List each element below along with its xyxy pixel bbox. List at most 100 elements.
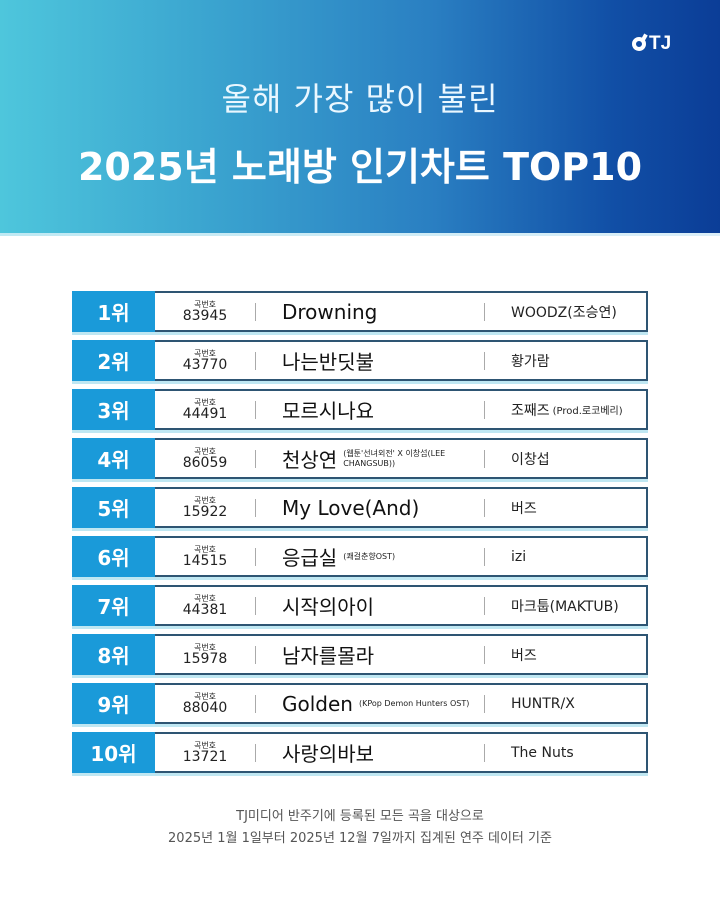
song-code-label: 곡번호 — [193, 446, 217, 456]
header-banner: TJ 올해 가장 많이 불린 2025년 노래방 인기차트 TOP10 — [0, 0, 720, 233]
artist-name: The Nuts — [511, 744, 574, 761]
tj-logo-mark-icon — [632, 37, 646, 51]
artist-cell: 황가람 — [485, 342, 646, 379]
song-note: (웹툰'선녀외전' X 이창섭(LEE CHANGSUB)) — [343, 448, 446, 468]
column-divider — [255, 596, 256, 615]
song-title-cell: 천상연 (웹툰'선녀외전' X 이창섭(LEE CHANGSUB)) — [256, 440, 484, 477]
song-code-number: 15978 — [182, 650, 228, 667]
song-title: 시작의아이 — [282, 595, 374, 619]
song-title-cell: 사랑의바보 — [256, 734, 484, 771]
rank-badge: 10위 — [72, 732, 155, 773]
song-title: 남자를몰라 — [282, 644, 374, 668]
artist-name: 마크툽(MAKTUB) — [511, 598, 619, 615]
song-code-number: 86059 — [182, 454, 228, 471]
song-note: (쾌걸춘향OST) — [343, 551, 396, 561]
song-code-label: 곡번호 — [193, 348, 217, 358]
artist-note: (Prod.로코베리) — [552, 406, 623, 417]
song-note: (KPop Demon Hunters OST) — [358, 698, 470, 708]
tj-logo-text: TJ — [649, 33, 672, 54]
song-code: 곡번호 15978 — [155, 636, 255, 673]
artist-name: 버즈 — [511, 647, 537, 664]
rank-badge: 4위 — [72, 438, 155, 479]
song-title-cell: 남자를몰라 — [256, 636, 484, 673]
song-code-label: 곡번호 — [193, 495, 217, 505]
footer-note: TJ미디어 반주기에 등록된 모든 곡을 대상으로 2025년 1월 1일부터 … — [0, 806, 720, 850]
chart-row: 6위 곡번호 14515 응급실 (쾌걸춘향OST) izi — [72, 536, 648, 577]
column-divider — [484, 449, 485, 468]
column-divider — [255, 694, 256, 713]
rank-badge: 5위 — [72, 487, 155, 528]
song-code-number: 44491 — [182, 405, 228, 422]
song-title: 사랑의바보 — [282, 742, 374, 766]
rank-badge: 8위 — [72, 634, 155, 675]
artist-name: HUNTR/X — [511, 695, 575, 712]
song-code-number: 88040 — [182, 699, 228, 716]
song-code-number: 13721 — [182, 748, 228, 765]
column-divider — [255, 302, 256, 321]
footer-line-2: 2025년 1월 1일부터 2025년 12월 7일까지 집계된 연주 데이터 … — [168, 831, 552, 846]
song-code: 곡번호 83945 — [155, 293, 255, 330]
song-title-cell: 응급실 (쾌걸춘향OST) — [256, 538, 484, 575]
column-divider — [484, 645, 485, 664]
page-subtitle: 올해 가장 많이 불린 — [221, 80, 499, 118]
chart-row: 7위 곡번호 44381 시작의아이 마크툽(MAKTUB) — [72, 585, 648, 626]
song-title: 응급실 — [282, 546, 338, 570]
chart-list: 1위 곡번호 83945 Drowning WOODZ(조승연) 2위 곡번호 43770 나는… — [72, 291, 648, 781]
chart-row: 10위 곡번호 13721 사랑의바보 The Nuts — [72, 732, 648, 773]
rank-badge: 7위 — [72, 585, 155, 626]
song-title: Golden — [282, 691, 353, 716]
song-title: 모르시나요 — [282, 399, 374, 423]
column-divider — [484, 547, 485, 566]
page-title: 2025년 노래방 인기차트 TOP10 — [77, 145, 643, 189]
song-title-cell: Drowning — [256, 293, 484, 330]
song-code: 곡번호 14515 — [155, 538, 255, 575]
chart-row: 4위 곡번호 86059 천상연 (웹툰'선녀외전' X 이창섭(LEE CHANGSU… — [72, 438, 648, 479]
artist-name: 버즈 — [511, 500, 537, 517]
song-code-label: 곡번호 — [193, 642, 217, 652]
chart-row: 3위 곡번호 44491 모르시나요 조째즈 (Prod.로코베리) — [72, 389, 648, 430]
song-title: Drowning — [282, 299, 378, 324]
artist-cell: 조째즈 (Prod.로코베리) — [485, 391, 646, 428]
chart-row: 1위 곡번호 83945 Drowning WOODZ(조승연) — [72, 291, 648, 332]
column-divider — [255, 449, 256, 468]
artist-name: 이창섭 — [511, 451, 550, 468]
column-divider — [484, 743, 485, 762]
artist-cell: WOODZ(조승연) — [485, 293, 646, 330]
song-code: 곡번호 43770 — [155, 342, 255, 379]
chart-row: 8위 곡번호 15978 남자를몰라 버즈 — [72, 634, 648, 675]
artist-name: 황가람 — [511, 353, 550, 370]
rank-badge: 6위 — [72, 536, 155, 577]
column-divider — [484, 694, 485, 713]
rank-badge: 3위 — [72, 389, 155, 430]
artist-cell: The Nuts — [485, 734, 646, 771]
song-title-cell: Golden (KPop Demon Hunters OST) — [256, 685, 484, 722]
song-code: 곡번호 15922 — [155, 489, 255, 526]
song-code-label: 곡번호 — [193, 544, 217, 554]
artist-cell: 마크툽(MAKTUB) — [485, 587, 646, 624]
column-divider — [484, 302, 485, 321]
column-divider — [484, 351, 485, 370]
column-divider — [255, 498, 256, 517]
artist-name: 조째즈 — [511, 402, 550, 419]
footer-line-1: TJ미디어 반주기에 등록된 모든 곡을 대상으로 — [236, 809, 484, 824]
rank-badge: 9위 — [72, 683, 155, 724]
column-divider — [255, 645, 256, 664]
song-code: 곡번호 13721 — [155, 734, 255, 771]
song-title: My Love(And) — [282, 495, 420, 520]
artist-cell: izi — [485, 538, 646, 575]
song-code-number: 43770 — [182, 356, 228, 373]
column-divider — [255, 400, 256, 419]
song-code-number: 83945 — [182, 307, 228, 324]
chart-row: 9위 곡번호 88040 Golden (KPop Demon Hunters OST)… — [72, 683, 648, 724]
song-title: 천상연 — [282, 448, 338, 472]
chart-row: 5위 곡번호 15922 My Love(And) 버즈 — [72, 487, 648, 528]
tj-logo: TJ — [632, 32, 671, 56]
column-divider — [484, 400, 485, 419]
rank-badge: 2위 — [72, 340, 155, 381]
song-code-number: 14515 — [182, 552, 228, 569]
song-code: 곡번호 44491 — [155, 391, 255, 428]
artist-cell: HUNTR/X — [485, 685, 646, 722]
column-divider — [255, 351, 256, 370]
song-title-cell: My Love(And) — [256, 489, 484, 526]
song-code-number: 15922 — [182, 503, 228, 520]
